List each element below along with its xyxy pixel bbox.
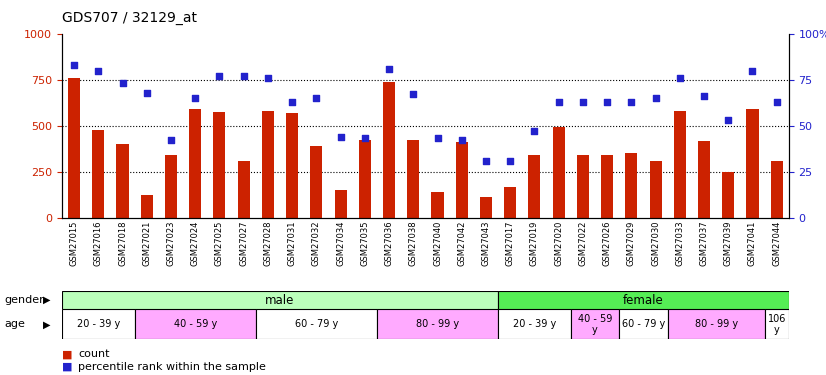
Point bbox=[722, 117, 735, 123]
Point bbox=[697, 93, 710, 99]
Text: ▶: ▶ bbox=[43, 295, 51, 305]
Point bbox=[237, 73, 250, 79]
Bar bbox=[667, 309, 765, 339]
Point bbox=[479, 158, 492, 164]
Text: 40 - 59 y: 40 - 59 y bbox=[173, 320, 217, 329]
Text: female: female bbox=[623, 294, 664, 306]
Bar bbox=[165, 155, 177, 218]
Bar bbox=[377, 309, 498, 339]
Bar bbox=[383, 81, 395, 218]
Bar bbox=[335, 190, 347, 217]
Point bbox=[140, 90, 154, 96]
Bar bbox=[747, 109, 758, 217]
Bar bbox=[504, 187, 516, 218]
Bar bbox=[722, 172, 734, 217]
Bar bbox=[601, 155, 613, 218]
Text: 60 - 79 y: 60 - 79 y bbox=[622, 320, 665, 329]
Point bbox=[431, 135, 444, 141]
Bar bbox=[116, 144, 129, 218]
Point bbox=[504, 158, 517, 164]
Point bbox=[528, 128, 541, 134]
Text: percentile rank within the sample: percentile rank within the sample bbox=[78, 362, 266, 372]
Point bbox=[213, 73, 226, 79]
Bar bbox=[771, 160, 783, 218]
Bar bbox=[765, 309, 789, 339]
Bar bbox=[262, 111, 274, 218]
Text: 106
y: 106 y bbox=[767, 314, 786, 335]
Bar bbox=[189, 109, 202, 217]
Bar bbox=[625, 153, 638, 218]
Bar bbox=[529, 155, 540, 218]
Text: 20 - 39 y: 20 - 39 y bbox=[77, 320, 120, 329]
Point bbox=[358, 135, 372, 141]
Text: count: count bbox=[78, 350, 110, 359]
Point bbox=[601, 99, 614, 105]
Bar bbox=[577, 155, 589, 218]
Point bbox=[261, 75, 274, 81]
Point bbox=[455, 137, 468, 143]
Text: GDS707 / 32129_at: GDS707 / 32129_at bbox=[62, 11, 197, 25]
Bar bbox=[238, 160, 249, 218]
Point bbox=[770, 99, 783, 105]
Text: 60 - 79 y: 60 - 79 y bbox=[295, 320, 338, 329]
Bar bbox=[480, 197, 492, 217]
Bar bbox=[620, 309, 667, 339]
Point bbox=[406, 92, 420, 98]
Point bbox=[382, 66, 396, 72]
Point bbox=[746, 68, 759, 74]
Bar bbox=[456, 142, 468, 218]
Bar bbox=[213, 112, 225, 218]
Bar bbox=[140, 195, 153, 217]
Text: 80 - 99 y: 80 - 99 y bbox=[416, 320, 459, 329]
Point bbox=[577, 99, 590, 105]
Bar bbox=[698, 141, 710, 218]
Text: 20 - 39 y: 20 - 39 y bbox=[513, 320, 556, 329]
Bar bbox=[135, 309, 256, 339]
Text: ▶: ▶ bbox=[43, 320, 51, 329]
Point bbox=[673, 75, 686, 81]
Bar bbox=[68, 78, 80, 218]
Bar bbox=[553, 126, 565, 218]
Text: gender: gender bbox=[4, 295, 44, 305]
Bar bbox=[286, 113, 298, 218]
Text: 40 - 59
y: 40 - 59 y bbox=[578, 314, 612, 335]
Text: male: male bbox=[265, 294, 295, 306]
Point bbox=[624, 99, 638, 105]
Bar bbox=[311, 146, 322, 218]
Bar bbox=[498, 291, 789, 309]
Bar bbox=[571, 309, 620, 339]
Bar bbox=[358, 140, 371, 218]
Text: 80 - 99 y: 80 - 99 y bbox=[695, 320, 738, 329]
Text: ■: ■ bbox=[62, 350, 73, 359]
Bar bbox=[431, 192, 444, 217]
Text: ■: ■ bbox=[62, 362, 73, 372]
Point bbox=[68, 62, 81, 68]
Point bbox=[116, 80, 129, 86]
Point bbox=[188, 95, 202, 101]
Point bbox=[649, 95, 662, 101]
Point bbox=[552, 99, 565, 105]
Bar bbox=[498, 309, 571, 339]
Point bbox=[286, 99, 299, 105]
Point bbox=[334, 134, 347, 140]
Point bbox=[310, 95, 323, 101]
Point bbox=[92, 68, 105, 74]
Text: age: age bbox=[4, 320, 25, 329]
Point bbox=[164, 137, 178, 143]
Bar bbox=[256, 309, 377, 339]
Bar bbox=[93, 130, 104, 218]
Bar bbox=[62, 309, 135, 339]
Bar bbox=[649, 162, 662, 218]
Bar bbox=[674, 111, 686, 218]
Bar bbox=[62, 291, 498, 309]
Bar bbox=[407, 140, 420, 218]
